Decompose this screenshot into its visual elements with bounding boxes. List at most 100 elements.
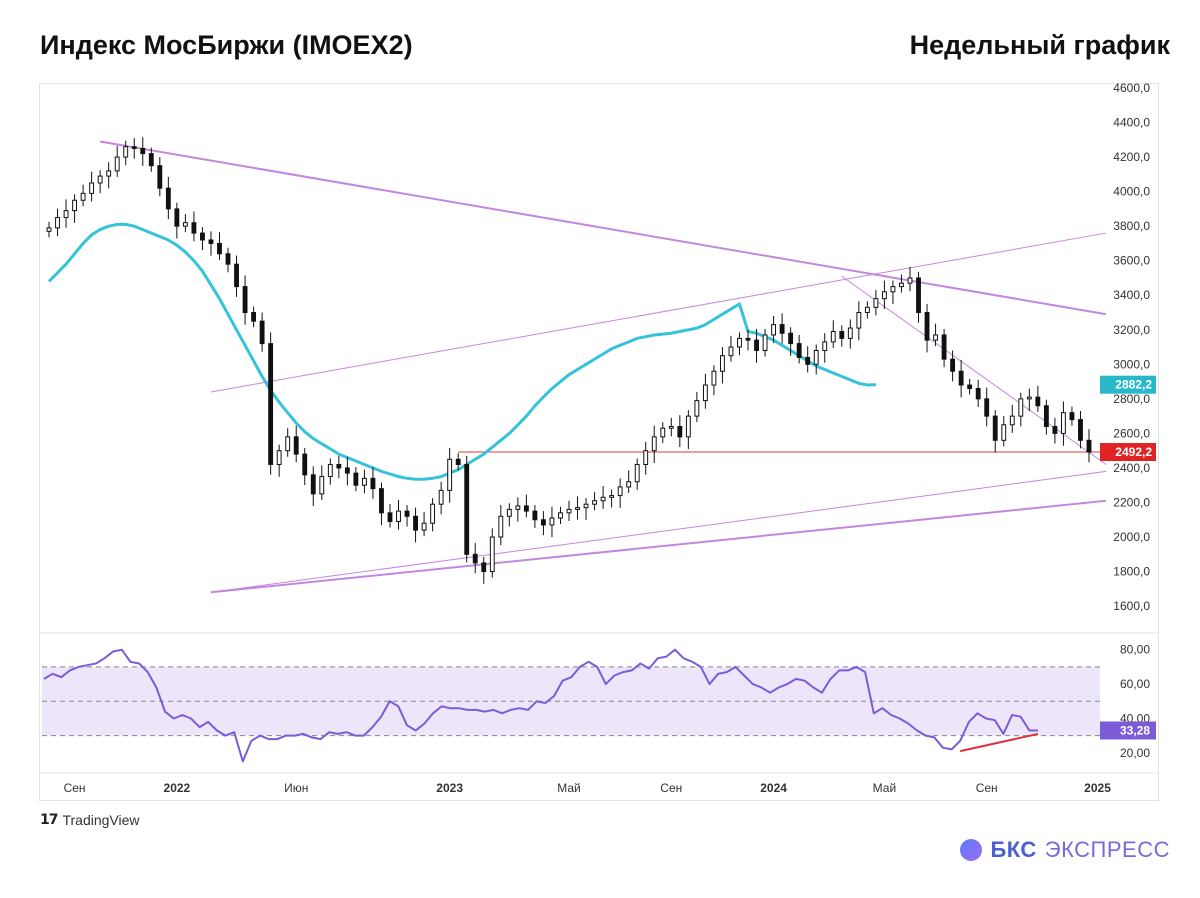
candle-up-body	[80, 192, 86, 201]
chart-title: Индекс МосБиржи (IMOEX2)	[40, 30, 413, 60]
candle	[549, 506, 555, 538]
candle	[796, 334, 802, 364]
candle-down-body	[344, 467, 350, 474]
y-tick-label: 4200,0	[1113, 150, 1150, 164]
candle	[404, 505, 410, 527]
candle-up-body	[276, 450, 282, 465]
candle	[131, 138, 137, 159]
candle-down-body	[677, 425, 683, 438]
candle-up-body	[515, 505, 521, 510]
candle-down-body	[370, 477, 376, 490]
candle	[208, 231, 214, 256]
candle-up-body	[668, 425, 674, 429]
candle	[950, 350, 956, 382]
candle	[779, 313, 785, 344]
y-tick-label: 1800,0	[1113, 565, 1150, 579]
candle-up-body	[728, 346, 734, 357]
y-tick-label: 4600,0	[1113, 81, 1150, 95]
candle-up-body	[430, 503, 436, 524]
candle-down-body	[523, 505, 529, 512]
candle	[72, 194, 78, 223]
candle	[805, 346, 811, 373]
candle	[1078, 410, 1083, 449]
candle	[97, 170, 103, 194]
candle-down-body	[839, 331, 845, 339]
timeframe-label: Недельный график	[909, 30, 1170, 60]
candle-down-body	[1069, 412, 1075, 421]
ma-price-label-bg	[1100, 375, 1156, 394]
candle-down-body	[1052, 425, 1058, 434]
candle-down-body	[234, 263, 239, 288]
candle-up-body	[609, 495, 615, 498]
candle-up-body	[1009, 415, 1015, 426]
candle	[157, 157, 163, 197]
candle-down-body	[745, 337, 751, 341]
candle	[268, 332, 274, 475]
candle	[302, 448, 308, 486]
candle	[515, 497, 521, 522]
candle-down-body	[1035, 396, 1041, 407]
candle	[916, 271, 921, 323]
candle-up-body	[55, 217, 60, 229]
candle	[234, 255, 239, 297]
candle-down-body	[200, 232, 205, 241]
candle	[788, 327, 794, 356]
y-tick-label: 2600,0	[1113, 426, 1150, 440]
candle	[907, 266, 913, 292]
candle	[1086, 429, 1092, 463]
candle-up-body	[737, 337, 742, 348]
trendline-upper	[99, 140, 1107, 316]
candle	[600, 486, 606, 509]
candle	[592, 492, 598, 511]
trendline-steep_down	[841, 275, 1107, 465]
candle	[1052, 417, 1058, 444]
y-tick-label: 3000,0	[1113, 357, 1150, 371]
candle	[276, 444, 282, 477]
candle	[523, 494, 529, 518]
candle	[634, 458, 640, 490]
candle-up-body	[856, 312, 862, 329]
x-tick-label: 2023	[436, 781, 463, 795]
candle-up-body	[46, 227, 52, 232]
candle-down-body	[967, 384, 973, 389]
candle	[455, 453, 461, 471]
candle	[711, 365, 717, 396]
candle	[677, 415, 683, 448]
candle	[702, 373, 708, 409]
candle-down-body	[464, 463, 470, 555]
y-tick-label: 3800,0	[1113, 219, 1150, 233]
candle	[540, 511, 546, 536]
candle-up-body	[89, 182, 95, 194]
candle-down-body	[148, 153, 154, 167]
brand-primary: БКС	[990, 837, 1037, 862]
candle	[660, 422, 666, 443]
candle	[924, 303, 930, 353]
candle-down-body	[165, 187, 171, 210]
x-tick-label: Сен	[64, 781, 86, 795]
candle-up-body	[361, 477, 367, 486]
candle-up-body	[771, 324, 777, 336]
y-tick-label: 2000,0	[1113, 530, 1150, 544]
candle-up-body	[549, 517, 555, 526]
candle-up-body	[592, 500, 598, 505]
candle	[481, 556, 487, 584]
moving-average-line	[47, 222, 876, 481]
candle	[745, 329, 751, 351]
trendline-support_long	[210, 499, 1107, 594]
candle-down-body	[984, 398, 990, 417]
candle-up-body	[498, 515, 504, 538]
candle	[430, 498, 436, 532]
candle	[626, 470, 632, 493]
candle	[813, 344, 819, 375]
candle	[737, 332, 742, 356]
candle-up-body	[319, 476, 325, 495]
candle	[1043, 399, 1049, 435]
candle-down-body	[1078, 419, 1083, 441]
candle-down-body	[131, 146, 137, 149]
candle	[728, 335, 734, 362]
candle	[191, 211, 197, 242]
candle-up-body	[685, 415, 691, 438]
candle-up-body	[566, 508, 572, 514]
candle-down-body	[975, 387, 981, 400]
